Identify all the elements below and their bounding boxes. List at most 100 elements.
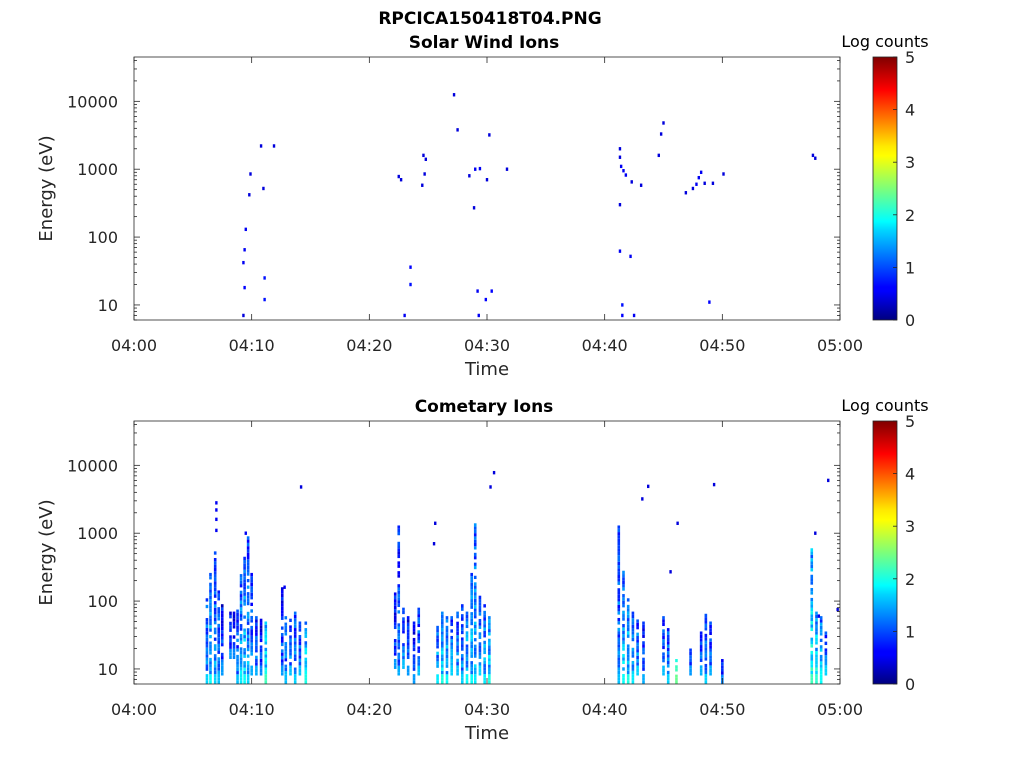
heatmap-cell: [250, 582, 253, 587]
heatmap-cell: [631, 631, 635, 635]
heatmap-cell: [456, 625, 459, 629]
heatmap-cell: [669, 570, 672, 574]
heatmap-cell: [636, 668, 639, 673]
heatmap-cell: [473, 552, 477, 557]
heatmap-cell: [478, 668, 482, 673]
heatmap-cell: [460, 624, 464, 628]
heatmap-cell: [205, 627, 209, 632]
heatmap-cell: [445, 664, 449, 668]
heatmap-cell: [488, 632, 491, 636]
heatmap-cell: [445, 616, 449, 620]
heatmap-cell: [445, 651, 449, 655]
heatmap-cell: [824, 668, 828, 673]
heatmap-cell: [293, 628, 297, 632]
heatmap-cell: [456, 662, 459, 666]
heatmap-cell: [209, 661, 212, 665]
heatmap-cell: [412, 624, 416, 629]
heatmap-cell: [474, 167, 477, 171]
heatmap-cell: [436, 664, 439, 668]
heatmap-cell: [284, 622, 288, 626]
heatmap-cell: [293, 611, 297, 615]
y-tick-label: 100: [87, 592, 118, 611]
heatmap-cell: [465, 657, 469, 661]
heatmap-cell: [393, 592, 397, 596]
heatmap-cell: [488, 661, 491, 665]
heatmap-cell: [815, 674, 818, 678]
heatmap-cell: [284, 616, 288, 620]
heatmap-cell: [631, 680, 635, 684]
heatmap-cell: [819, 622, 823, 626]
heatmap-cell: [699, 641, 703, 646]
heatmap-cell: [484, 297, 488, 302]
heatmap-cell: [250, 602, 253, 607]
heatmap-cell: [264, 680, 268, 684]
heatmap-cell: [304, 644, 308, 648]
heatmap-cell: [662, 642, 665, 646]
heatmap-cell: [246, 641, 250, 645]
heatmap-cell: [304, 667, 308, 671]
heatmap-cell: [819, 638, 823, 642]
heatmap-cell: [220, 662, 224, 666]
heatmap-cell: [402, 649, 405, 653]
heatmap-cell: [631, 637, 635, 642]
heatmap-cell: [622, 597, 625, 601]
heatmap-cell: [470, 634, 473, 639]
heatmap-cell: [460, 614, 464, 618]
heatmap-cell: [406, 635, 410, 640]
colorbar-tick-label: 5: [905, 412, 915, 431]
heatmap-cell: [440, 634, 444, 638]
heatmap-cell: [421, 183, 424, 187]
heatmap-cell: [636, 659, 639, 663]
heatmap-cell: [397, 593, 401, 598]
heatmap-cell: [666, 680, 670, 684]
heatmap-cell: [460, 654, 464, 658]
heatmap-cell: [703, 181, 706, 185]
colorbar-gradient: [872, 56, 898, 321]
heatmap-cell: [445, 648, 449, 652]
heatmap-cell: [689, 665, 692, 669]
heatmap-cell: [236, 671, 239, 675]
heatmap-cell: [293, 647, 297, 652]
heatmap-cell: [243, 680, 246, 684]
heatmap-cell: [264, 677, 268, 681]
heatmap-cell: [810, 637, 814, 641]
heatmap-cell: [423, 172, 426, 176]
heatmap-cell: [440, 631, 444, 635]
heatmap-cell: [483, 650, 486, 655]
heatmap-cell: [641, 497, 644, 501]
heatmap-cell: [213, 654, 217, 658]
x-tick-label: 05:00: [817, 700, 863, 719]
heatmap-cell: [232, 614, 236, 619]
heatmap-cell: [239, 600, 243, 605]
heatmap-cell: [205, 631, 209, 635]
heatmap-cell: [622, 584, 625, 588]
heatmap-cell: [402, 623, 405, 628]
heatmap-cell: [618, 155, 622, 159]
heatmap-cell: [476, 289, 479, 293]
heatmap-cell: [622, 637, 625, 641]
heatmap-cell: [699, 648, 703, 652]
heatmap-cell: [243, 595, 246, 600]
heatmap-cell: [397, 646, 401, 650]
heatmap-cell: [250, 609, 253, 613]
heatmap-cell: [450, 649, 453, 653]
heatmap-cell: [284, 674, 288, 678]
heatmap-cell: [264, 621, 268, 625]
heatmap-cell: [264, 637, 268, 642]
heatmap-cell: [213, 664, 217, 668]
heatmap-cell: [397, 629, 401, 634]
heatmap-cell: [280, 590, 284, 594]
heatmap-cell: [470, 612, 473, 616]
heatmap-cell: [815, 637, 818, 642]
heatmap-cell: [636, 655, 639, 660]
heatmap-cell: [217, 590, 221, 594]
heatmap-cell: [483, 617, 486, 621]
heatmap-cell: [440, 664, 444, 668]
heatmap-cell: [209, 621, 212, 626]
heatmap-cell: [213, 657, 217, 661]
heatmap-cell: [445, 619, 449, 623]
heatmap-cell: [205, 654, 209, 658]
heatmap-cell: [213, 611, 217, 615]
heatmap-cell: [239, 617, 243, 621]
